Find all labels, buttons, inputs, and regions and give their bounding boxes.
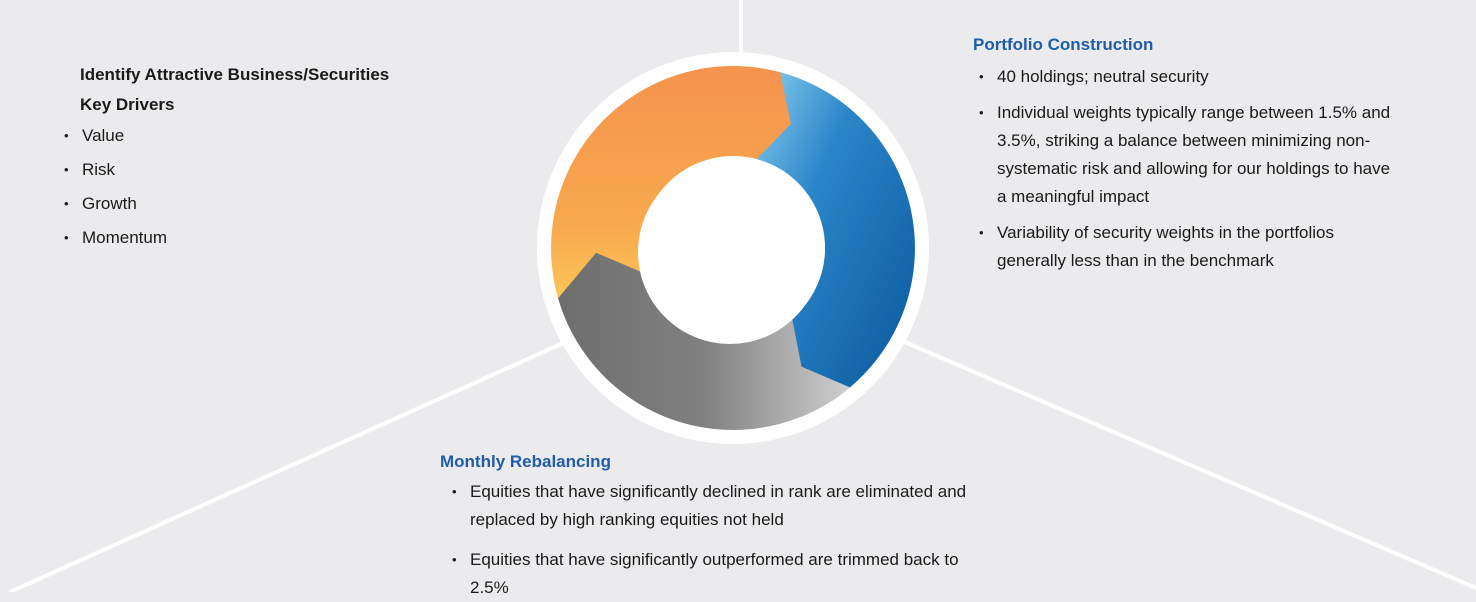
cycle-arrow (558, 252, 850, 430)
divider (899, 338, 1476, 590)
bullet: Growth (64, 187, 389, 221)
bullet: 40 holdings; neutral security (979, 63, 1393, 91)
cycle-center (638, 160, 822, 344)
bullet: Equities that have significantly decline… (452, 478, 1000, 534)
section-subtitle: Key Drivers (80, 95, 175, 114)
bullet: Value (64, 119, 389, 153)
section-title: Portfolio Construction (973, 35, 1154, 54)
section: Portfolio Construction 40 holdings; neut… (973, 31, 1393, 275)
bullet: Momentum (64, 221, 389, 255)
bullet-list: 40 holdings; neutral security Individual… (979, 63, 1393, 275)
section-title: Identify Attractive Business/Securities (80, 65, 390, 84)
bullet: Individual weights typically range betwe… (979, 99, 1393, 211)
bullet: Risk (64, 153, 389, 187)
section-title: Monthly Rebalancing (440, 452, 611, 471)
section: Monthly Rebalancing Equities that have s… (440, 448, 1000, 602)
bullet: Equities that have significantly outperf… (452, 546, 1000, 602)
bullet-list: Value Risk Growth Momentum (64, 119, 389, 255)
section: Identify Attractive Business/Securities … (64, 61, 390, 255)
divider (9, 338, 571, 592)
bullet-list: Equities that have significantly decline… (452, 478, 1000, 602)
bullet: Variability of security weights in the p… (979, 219, 1393, 275)
